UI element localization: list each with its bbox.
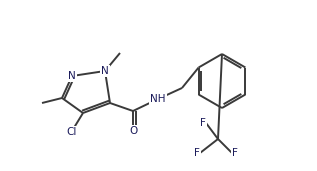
Text: N: N [101, 66, 109, 76]
Text: N: N [68, 71, 76, 81]
Text: F: F [200, 118, 206, 128]
Text: NH: NH [150, 94, 166, 104]
Text: Cl: Cl [67, 127, 77, 137]
Text: F: F [232, 148, 238, 158]
Text: O: O [129, 126, 137, 136]
Text: F: F [194, 148, 200, 158]
